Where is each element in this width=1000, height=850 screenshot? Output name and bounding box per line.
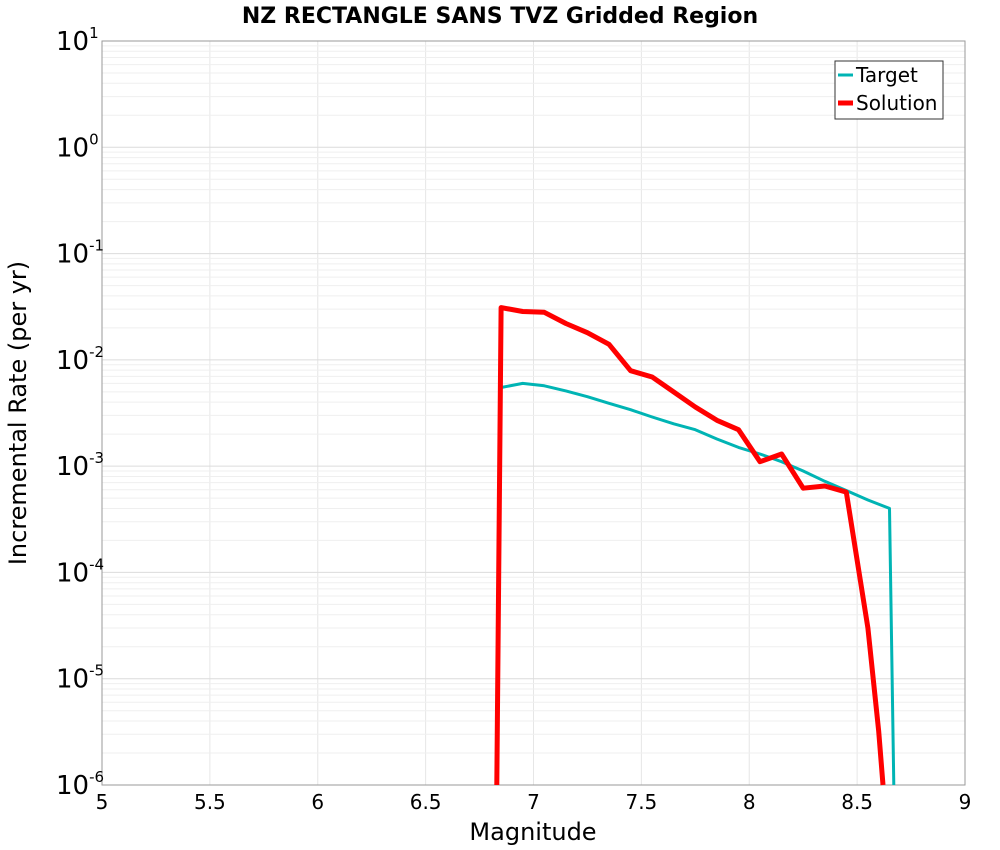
x-tick-label: 5 <box>96 790 109 814</box>
x-tick-label: 7.5 <box>625 790 657 814</box>
y-tick-label: 10-1 <box>56 237 104 270</box>
y-tick-label: 10-3 <box>56 449 104 482</box>
y-tick-label: 10-6 <box>56 768 104 801</box>
x-tick-label: 7 <box>527 790 540 814</box>
x-tick-label: 9 <box>959 790 972 814</box>
y-tick-label: 100 <box>56 130 99 163</box>
ticks: 5 5.5 6 6.5 7 7.5 8 8.5 9 101 100 10-1 10-2 10-3 10-4 1… <box>56 24 971 814</box>
y-axis-label: Incremental Rate (per yr) <box>4 261 32 565</box>
x-tick-label: 5.5 <box>194 790 226 814</box>
legend-box <box>834 60 944 120</box>
x-tick-label: 8 <box>743 790 756 814</box>
y-tick-label: 10-2 <box>56 343 104 376</box>
x-axis-label: Magnitude <box>469 818 596 846</box>
x-tick-label: 6 <box>311 790 324 814</box>
y-tick-label: 10-4 <box>56 555 104 588</box>
chart-title: NZ RECTANGLE SANS TVZ Gridded Region <box>242 4 758 29</box>
series-line-solution <box>494 305 886 786</box>
y-tick-label: 10-5 <box>56 662 104 695</box>
series <box>494 305 896 786</box>
x-tick-label: 8.5 <box>841 790 873 814</box>
legend-solution-label: Solution <box>856 91 937 115</box>
plot-area <box>101 40 966 786</box>
x-tick-label: 6.5 <box>410 790 442 814</box>
legend-target-label: Target <box>855 63 918 87</box>
y-tick-label: 101 <box>56 24 99 57</box>
legend: Target Solution <box>834 60 944 120</box>
